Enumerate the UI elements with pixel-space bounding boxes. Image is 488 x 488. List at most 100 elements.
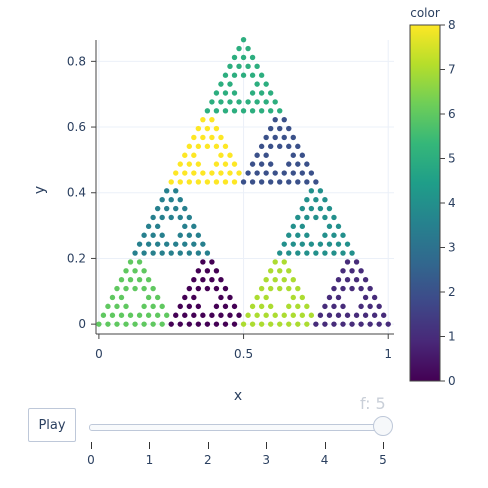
x-axis-title: x: [234, 388, 242, 404]
scatter-point: [277, 125, 283, 132]
scatter-point: [231, 72, 238, 78]
slider-step-label[interactable]: 1: [145, 453, 154, 467]
colorbar-tick-label: 6: [448, 107, 456, 121]
scatter-point: [267, 90, 274, 96]
scatter-point: [213, 321, 220, 327]
slider-rail[interactable]: [89, 424, 389, 431]
x-tick-label: 0: [95, 347, 103, 361]
scatter-point: [132, 321, 138, 327]
scatter-point: [182, 223, 188, 230]
colorbar-tick-label: 4: [448, 196, 456, 210]
scatter-point: [277, 250, 283, 256]
scatter-point: [136, 259, 143, 265]
scatter-point: [281, 134, 287, 141]
scatter-point: [240, 108, 247, 114]
scatter-point: [304, 250, 310, 256]
scatter-point: [286, 232, 292, 238]
scatter-point: [313, 250, 319, 256]
scatter-point: [335, 277, 342, 283]
scatter-point: [254, 152, 260, 158]
slider-handle[interactable]: [373, 416, 393, 436]
scatter-point: [204, 321, 211, 327]
slider-step-label[interactable]: 5: [379, 453, 387, 467]
scatter-point: [277, 143, 283, 150]
slider-step-label[interactable]: 3: [262, 453, 270, 467]
scatter-point: [150, 250, 156, 256]
scatter-point: [240, 321, 247, 327]
scatter-point: [227, 99, 233, 105]
scatter-point: [313, 214, 319, 221]
colorbar: color 0 1 2 3 4 5 6 7 8: [409, 6, 456, 388]
colorbar-gradient: [410, 25, 440, 381]
scatter-point: [313, 196, 319, 203]
scatter-point: [195, 143, 202, 150]
scatter-point: [258, 321, 265, 327]
slider-tick: [91, 442, 92, 449]
scatter-point: [182, 294, 188, 301]
scatter-point: [109, 294, 116, 301]
scatter-point: [222, 303, 229, 310]
scatter-point: [177, 321, 183, 327]
scatter-point: [317, 188, 324, 194]
scatter-point: [299, 152, 306, 158]
slider-step-label[interactable]: 0: [87, 453, 95, 467]
slider-step-label[interactable]: 4: [320, 453, 329, 467]
colorbar-ticks: 0 1 2 3 4 5 6 7 8: [440, 18, 456, 388]
scatter-point: [299, 223, 306, 230]
scatter-point: [145, 241, 152, 247]
scatter-point: [159, 196, 165, 203]
scatter-point: [313, 321, 319, 327]
scatter-point: [331, 321, 337, 327]
scatter-points: [96, 36, 391, 327]
scatter-point: [195, 125, 202, 132]
scatter-point: [177, 303, 183, 310]
play-button[interactable]: Play: [28, 408, 76, 442]
scatter-point: [286, 179, 292, 185]
scatter-point: [141, 321, 147, 327]
scatter-point: [299, 241, 306, 247]
slider-step-label[interactable]: 2: [203, 453, 212, 467]
scatter-point: [168, 321, 174, 327]
scatter-point: [173, 241, 179, 247]
scatter-point: [123, 285, 129, 292]
scatter-point: [213, 125, 220, 132]
scatter-point: [322, 303, 328, 310]
scatter-point: [258, 161, 265, 167]
scatter-point: [313, 179, 319, 185]
slider-tick: [266, 442, 268, 449]
scatter-point: [195, 285, 202, 292]
scatter-point: [218, 99, 224, 105]
scatter-point: [267, 143, 274, 150]
scatter-point: [173, 312, 179, 318]
scatter-point: [258, 108, 265, 114]
scatter-point: [159, 321, 165, 327]
scatter-point: [141, 303, 147, 310]
scatter-point: [258, 143, 265, 150]
scatter-point: [308, 241, 315, 247]
scatter-point: [281, 312, 287, 318]
scatter-point: [186, 303, 193, 310]
scatter-point: [141, 250, 147, 256]
scatter-point: [118, 312, 125, 318]
scatter-point: [331, 232, 337, 238]
scatter-point: [245, 312, 251, 318]
scatter-point: [154, 312, 161, 318]
scatter-point: [322, 214, 328, 221]
colorbar-tick-label: 5: [448, 152, 456, 166]
scatter-point: [240, 36, 247, 43]
scatter-point: [218, 81, 224, 87]
scatter-point: [236, 170, 242, 176]
scatter-point: [254, 294, 260, 301]
scatter-point: [200, 134, 206, 141]
scatter-point: [258, 303, 265, 310]
scatter-point: [177, 161, 183, 167]
scatter-point: [204, 179, 211, 185]
scatter-point: [263, 152, 269, 158]
scatter-point: [177, 179, 183, 185]
scatter-point: [304, 303, 310, 310]
scatter-point: [227, 152, 233, 158]
scatter-point: [177, 232, 183, 238]
y-axis-title: y: [32, 186, 48, 194]
scatter-point: [231, 161, 238, 167]
